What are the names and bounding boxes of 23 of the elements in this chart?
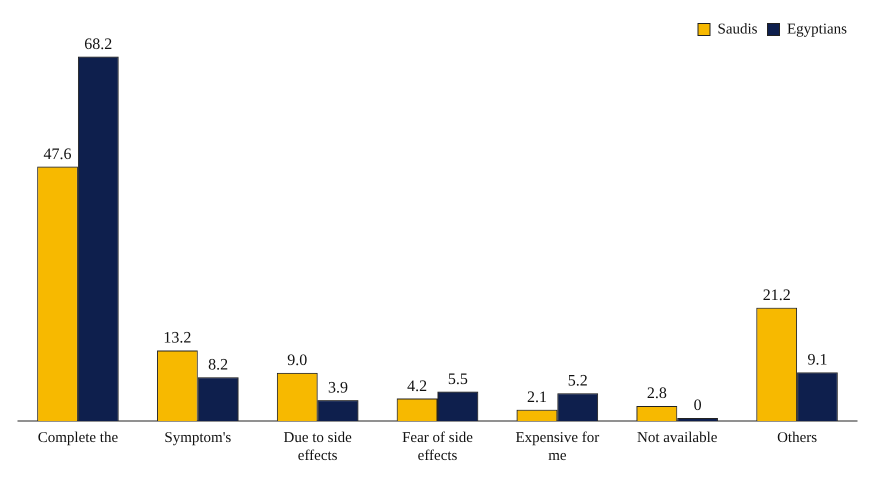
x-tick-label: Symptom's xyxy=(164,430,232,446)
data-label: 47.6 xyxy=(44,146,72,163)
data-label: 13.2 xyxy=(163,330,192,347)
data-label: 2.8 xyxy=(646,385,667,402)
x-tick-label: Not available xyxy=(637,430,718,446)
data-label: 5.2 xyxy=(568,372,588,390)
data-label: 2.1 xyxy=(526,388,547,406)
x-tick-label: Complete the xyxy=(38,430,118,446)
x-tick-label: Others xyxy=(777,430,818,446)
data-label: 8.2 xyxy=(208,356,228,374)
data-label: 9.0 xyxy=(287,352,308,370)
x-tick-label: Expensive for me xyxy=(515,430,600,464)
data-label: 21.2 xyxy=(762,286,791,304)
legend-label: Egyptians xyxy=(787,21,848,38)
data-label: 0 xyxy=(694,397,702,414)
data-label: 4.2 xyxy=(407,378,428,395)
data-label: 5.5 xyxy=(448,370,468,388)
data-label: 68.2 xyxy=(84,36,112,53)
legend-label: Saudis xyxy=(718,21,758,38)
x-tick-label: Due to side effects xyxy=(283,430,352,464)
x-tick-label: Fear of side effects xyxy=(402,430,474,464)
data-label: 3.9 xyxy=(328,379,348,396)
data-label: 9.1 xyxy=(807,352,828,369)
